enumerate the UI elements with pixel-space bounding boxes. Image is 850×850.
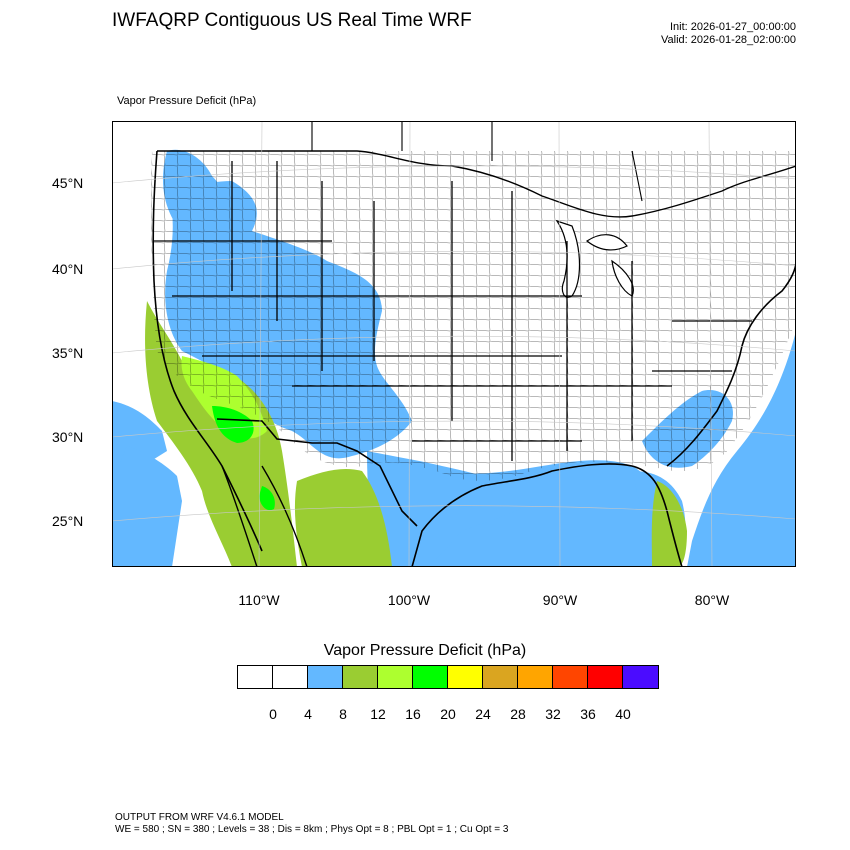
canada-border [157,150,796,218]
colorbar-label: 16 [405,706,421,722]
atlantic-ocean [687,321,796,567]
colorbar-swatch [378,666,413,688]
vpd-green-baja [259,486,275,511]
map-frame [112,121,796,567]
colorbar-swatch [623,666,658,688]
colorbar-label: 28 [510,706,526,722]
land-county-grid [151,151,796,481]
colorbar-swatch [308,666,343,688]
baja-coastline [221,465,308,567]
colorbar-swatch [588,666,623,688]
colorbar-swatch [448,666,483,688]
vpd-olive-florida [651,481,687,567]
colorbar-swatch [273,666,308,688]
colorbar-label: 4 [304,706,312,722]
colorbar-label: 36 [580,706,596,722]
vpd-map [112,121,796,567]
lon-label: 100°W [387,592,431,608]
colorbar-swatch [343,666,378,688]
colorbar-swatch [483,666,518,688]
latitude-gridlines [112,165,796,522]
lon-label: 110°W [238,592,280,608]
us-coastline-west [152,150,263,552]
colorbar-label: 40 [615,706,631,722]
state-borders [154,161,752,461]
lat-label: 45°N [52,175,84,191]
lon-label: 80°W [694,592,730,608]
vpd-olive-mexico [294,469,392,567]
colorbar-label: 12 [370,706,386,722]
colorbar-swatch [413,666,448,688]
valid-time: Valid: 2026-01-28_02:00:00 [661,34,796,46]
lon-label: 90°W [542,592,578,608]
lat-label: 25°N [52,513,84,529]
lat-label: 40°N [52,261,84,277]
lat-label: 30°N [52,429,84,445]
colorbar [237,665,659,689]
atlantic-coastline [666,260,796,467]
init-time: Init: 2026-01-27_00:00:00 [670,21,796,33]
colorbar-swatch [238,666,273,688]
colorbar-label: 24 [475,706,491,722]
gulf-coastline [411,463,683,567]
model-info: OUTPUT FROM WRF V4.6.1 MODEL [115,812,284,823]
colorbar-label: 8 [339,706,347,722]
colorbar-swatch [553,666,588,688]
page-title: IWFAQRP Contiguous US Real Time WRF [112,10,472,31]
canada-province-lines [311,121,643,202]
pacific-ocean-south [112,446,182,567]
colorbar-title: Vapor Pressure Deficit (hPa) [323,642,527,659]
vpd-green-arizona [212,406,254,443]
model-settings: WE = 580 ; SN = 380 ; Levels = 38 ; Dis … [115,824,509,835]
colorbar-label: 32 [545,706,561,722]
colorbar-swatch [518,666,553,688]
us-mexico-border [216,418,418,527]
lat-label: 35°N [52,345,84,361]
longitude-gridlines [258,121,713,567]
colorbar-label: 20 [440,706,456,722]
field-label: Vapor Pressure Deficit (hPa) [117,95,257,107]
colorbar-label: 0 [269,706,277,722]
